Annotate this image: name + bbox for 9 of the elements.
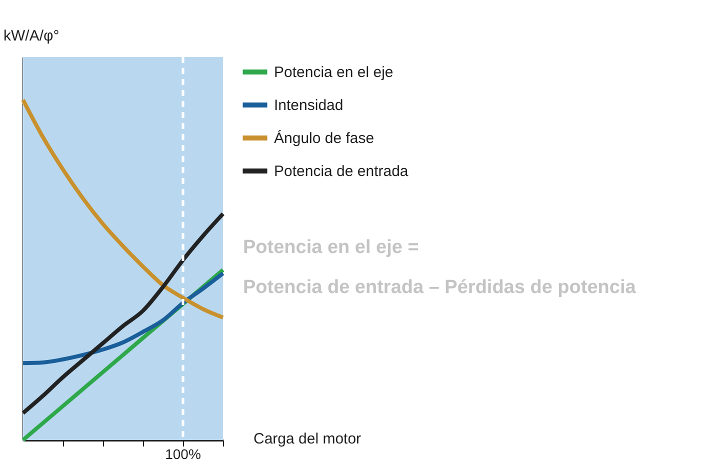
legend-label: Ángulo de fase <box>274 129 374 147</box>
legend-label: Potencia de entrada <box>274 163 409 180</box>
x-axis-title: Carga del motor <box>254 430 362 448</box>
text: Potencia de entrada – Pérdidas de potencia <box>243 277 636 298</box>
legend-label: Intensidad <box>274 97 344 114</box>
text: 100% <box>165 446 201 462</box>
text: Potencia en el eje = <box>243 237 419 258</box>
legend-label: Potencia en el eje <box>274 64 394 81</box>
y-axis-title: kW/A/φ° <box>4 28 60 44</box>
